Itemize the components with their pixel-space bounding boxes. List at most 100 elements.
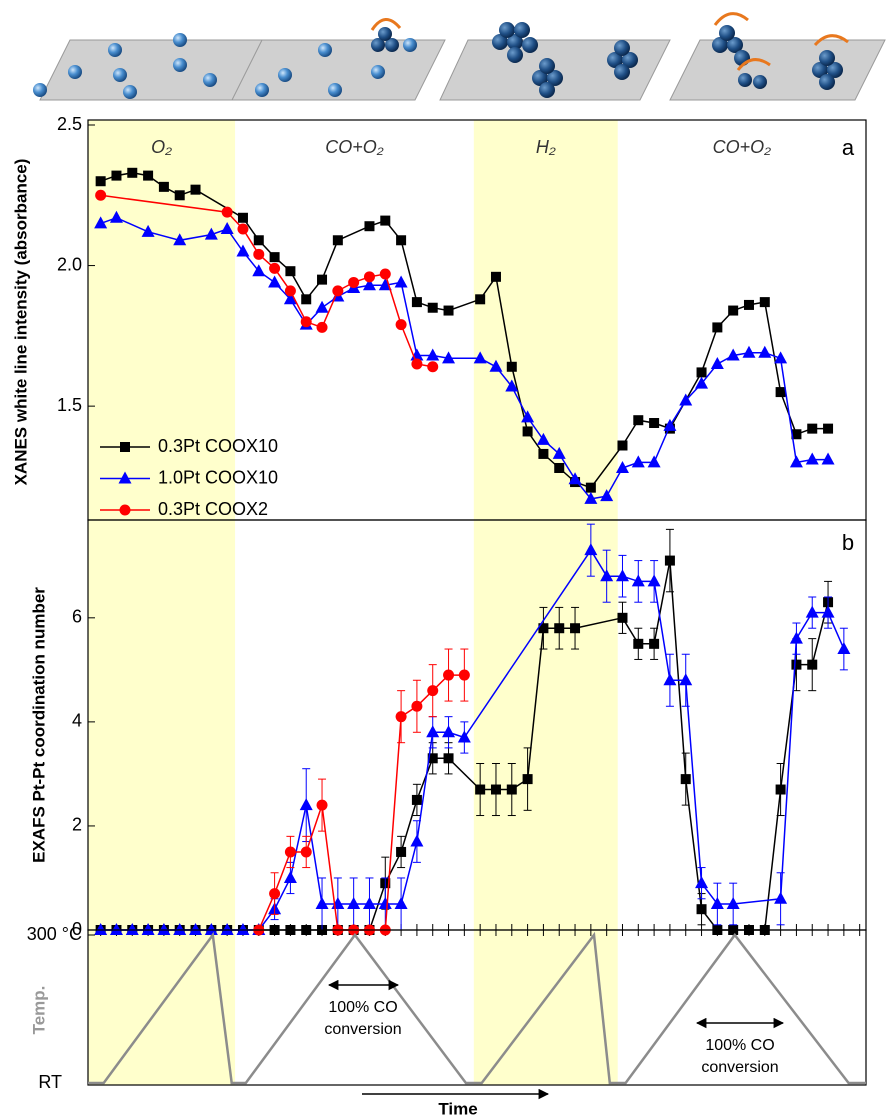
- marker: [791, 659, 802, 670]
- marker: [316, 321, 328, 333]
- marker: [664, 555, 675, 566]
- panel-label: a: [842, 135, 855, 160]
- marker: [109, 923, 123, 935]
- marker: [458, 669, 470, 681]
- marker: [743, 299, 754, 310]
- marker: [395, 319, 407, 331]
- y-tick-label: 4: [72, 711, 82, 731]
- marker: [427, 685, 439, 697]
- marker: [285, 266, 296, 277]
- marker: [710, 356, 724, 369]
- marker: [204, 227, 218, 240]
- marker: [679, 393, 693, 406]
- marker: [775, 784, 786, 795]
- marker: [347, 896, 361, 909]
- marker: [759, 297, 770, 308]
- marker: [348, 276, 360, 288]
- marker: [600, 569, 614, 582]
- legend-label: 1.0Pt COOX10: [158, 467, 278, 487]
- phase-label: H₂: [536, 137, 556, 157]
- marker: [443, 753, 454, 764]
- marker: [805, 452, 819, 465]
- marker: [190, 184, 201, 195]
- marker: [774, 351, 788, 364]
- marker: [315, 300, 329, 313]
- marker: [378, 896, 392, 909]
- marker: [109, 210, 123, 223]
- marker: [94, 216, 108, 229]
- marker: [427, 302, 438, 313]
- marker: [663, 418, 677, 431]
- marker: [710, 896, 724, 909]
- marker: [253, 235, 264, 246]
- marker: [805, 605, 819, 618]
- marker: [269, 252, 280, 263]
- marker: [317, 274, 328, 285]
- series-line: [88, 931, 866, 1085]
- marker: [617, 612, 628, 623]
- marker: [475, 294, 486, 305]
- x-axis-title: Time: [438, 1099, 477, 1118]
- marker: [315, 896, 329, 909]
- marker: [316, 799, 328, 811]
- marker: [118, 471, 132, 484]
- marker: [442, 725, 456, 738]
- marker: [427, 753, 438, 764]
- plot-frame: [87, 929, 867, 1086]
- marker: [538, 448, 549, 459]
- marker: [649, 418, 660, 429]
- y-tick-label: 6: [72, 607, 82, 627]
- phase-label: CO+O₂: [713, 137, 772, 157]
- phase-band: [88, 120, 236, 1085]
- marker: [120, 442, 130, 452]
- marker: [111, 170, 122, 181]
- marker: [300, 316, 312, 328]
- marker: [204, 923, 218, 935]
- marker: [568, 472, 582, 485]
- marker: [821, 452, 835, 465]
- y-tick-label: 0: [72, 919, 82, 939]
- marker: [837, 642, 851, 655]
- marker: [443, 305, 454, 316]
- marker: [284, 285, 296, 297]
- y-axis-title: XANES white line intensity (absorbance): [11, 159, 30, 486]
- marker: [394, 275, 408, 288]
- marker: [141, 224, 155, 237]
- marker: [457, 730, 471, 743]
- series-line: [258, 674, 465, 931]
- y-axis-title: EXAFS Pt-Pt coordination number: [29, 587, 48, 863]
- panel: 1.5 2.0 2.5 XANES white line intensity (abs…: [11, 114, 867, 521]
- marker: [95, 189, 107, 201]
- marker: [395, 711, 407, 723]
- marker: [807, 659, 818, 670]
- annotation: 100% CO: [328, 999, 397, 1016]
- marker: [536, 432, 550, 445]
- marker: [426, 725, 440, 738]
- marker: [410, 834, 424, 847]
- marker: [823, 423, 834, 434]
- marker: [552, 446, 566, 459]
- marker: [94, 923, 108, 935]
- marker: [506, 784, 517, 795]
- marker: [789, 631, 803, 644]
- marker: [394, 896, 408, 909]
- marker: [554, 462, 565, 473]
- surface-illustration: [33, 12, 886, 101]
- marker: [284, 846, 296, 858]
- marker: [538, 623, 549, 634]
- y-tick-label: 2.0: [57, 254, 82, 274]
- marker: [125, 923, 139, 935]
- marker: [775, 387, 786, 398]
- marker: [378, 278, 392, 291]
- marker: [396, 235, 407, 246]
- marker: [647, 574, 661, 587]
- panel: RT 300 °C Temp. 100% CO conversion 100% CO con…: [27, 924, 867, 1092]
- marker: [475, 784, 486, 795]
- marker: [489, 359, 503, 372]
- marker: [236, 923, 250, 935]
- marker: [174, 190, 185, 201]
- marker: [696, 367, 707, 378]
- marker: [283, 870, 297, 883]
- marker: [490, 784, 501, 795]
- phase-band: [473, 120, 618, 1085]
